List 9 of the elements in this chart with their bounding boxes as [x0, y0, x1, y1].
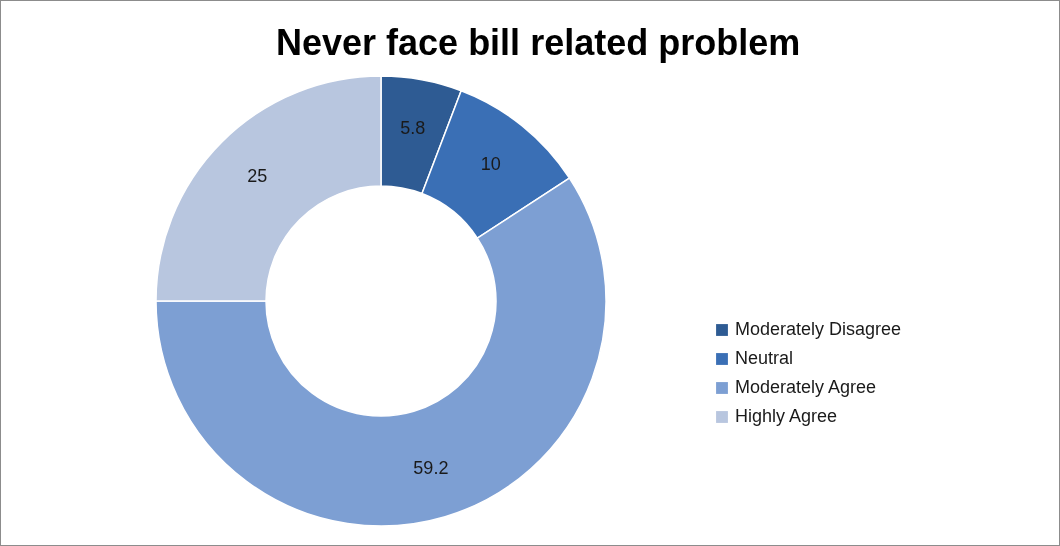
data-label: 59.2	[413, 457, 449, 478]
legend-label: Moderately Disagree	[735, 319, 902, 339]
legend-label: Moderately Agree	[735, 377, 877, 397]
legend-label: Highly Agree	[735, 406, 838, 426]
legend-label: Neutral	[735, 348, 794, 368]
data-label: 25	[247, 166, 268, 187]
data-label: 5.8	[400, 117, 426, 138]
data-label: 10	[480, 153, 501, 174]
chart-title: Never face bill related problem	[276, 22, 801, 63]
